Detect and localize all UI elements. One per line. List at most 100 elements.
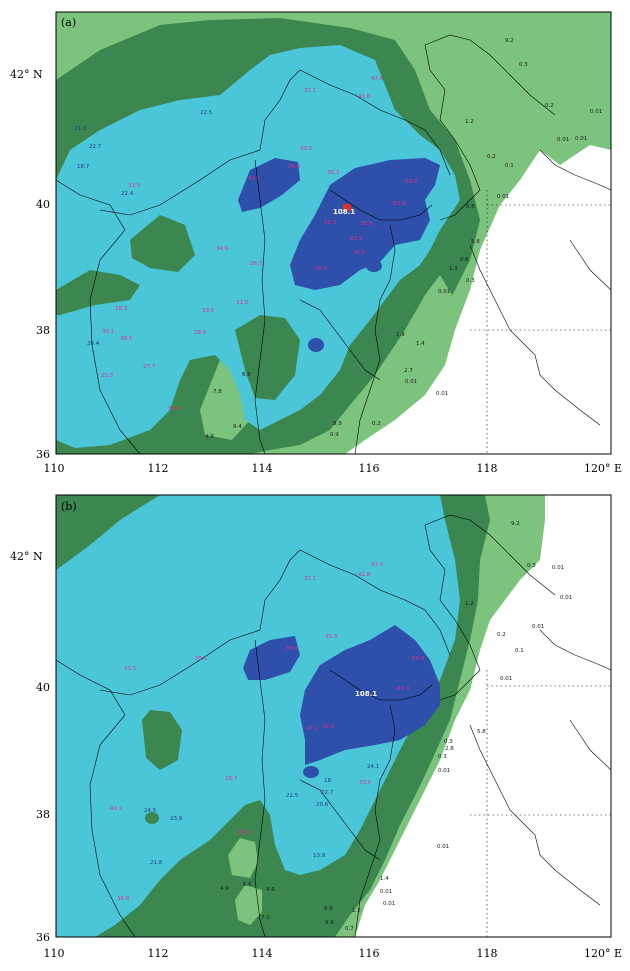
panel-b-station-value: 7.1: [261, 915, 270, 921]
panel-b-lat-36: 36: [36, 931, 50, 944]
panel-b-station-value: 0.01: [380, 889, 392, 895]
panel-b-station-value: 0.7: [345, 926, 354, 932]
panel-a-grid: [470, 190, 611, 454]
panel-a-station-value: 42.7: [248, 176, 261, 182]
panel-b-light-green-hole-south2: [235, 885, 262, 925]
panel-a-station-value: 37.1: [304, 88, 316, 94]
panel-a-station-value: 47.4: [371, 76, 384, 82]
panel-b-light-green-hole-south: [228, 838, 258, 878]
panel-a-station-value: 0.01: [436, 391, 448, 397]
panel-a-station-value: 0.01: [438, 289, 450, 295]
panel-a-station-value: 86.6: [288, 164, 301, 170]
panel-a-station-value: 30.1: [102, 329, 114, 335]
panel-a-station-value: 0.9: [330, 432, 339, 438]
panel-a-station-value: 80.9: [405, 179, 418, 185]
panel-a-station-value: 20.4: [87, 341, 100, 347]
panel-a-dark-green-band-west: [56, 270, 140, 315]
panel-b-station-value: 0.3: [527, 563, 536, 569]
panel-b-station-value: 83.9: [397, 686, 410, 692]
panel-b-station-value: 1.2: [465, 601, 474, 607]
panel-a-station-value: 1.2: [465, 119, 474, 125]
panel-b-station-value: 1.2: [352, 908, 361, 914]
panel-a-station-value: 31.5: [128, 183, 141, 189]
panel-a-station-value: 28.0: [194, 330, 207, 336]
panel-a-station-value: 34.0: [168, 406, 181, 412]
panel-b-boundaries: [56, 514, 611, 937]
panel-b-station-value: 33.5: [359, 780, 372, 786]
panel-a-station-value: 0.01: [575, 136, 587, 142]
panel-a-station-value: 9.2: [505, 38, 514, 44]
panel-b-lon-114: 114: [252, 947, 273, 960]
panel-a-lon-118: 118: [477, 462, 498, 475]
panel-b-station-value: 86.6: [286, 646, 299, 652]
panel-a-dark-green-hole-west: [130, 215, 195, 272]
panel-b-station-value: 22.7: [321, 790, 334, 796]
panel-b-station-value: 0.01: [560, 595, 572, 601]
panel-b-lon-110: 110: [44, 947, 65, 960]
panel-a-station-value: 0.01: [497, 194, 509, 200]
panel-b-station-value: 21.8: [150, 860, 163, 866]
panel-b-lon-120: 120° E: [584, 947, 622, 960]
panel-a-lat-40: 40: [36, 198, 50, 211]
panel-a-station-value: 25.3: [101, 373, 114, 379]
panel-a-max-marker: [343, 204, 351, 211]
panel-b-label: (b): [61, 500, 77, 513]
panel-b-station-value: 42.1: [322, 724, 334, 730]
panel-a-station-value: 18.7: [77, 164, 90, 170]
panel-a-station-value: 22.4: [121, 191, 134, 197]
panel-a-station-value: 83.9: [393, 201, 406, 207]
panel-b-lon-116: 116: [359, 947, 380, 960]
panel-b-station-value: 18: [324, 778, 331, 784]
panel-a-light-blue-region: [56, 45, 460, 448]
panel-b-grid: [470, 670, 611, 937]
panel-b-dark-blue-small: [303, 766, 319, 778]
panel-b-station-value: 40.2: [110, 806, 122, 812]
panel-a-dark-blue-small-2: [308, 338, 324, 352]
panel-a-station-value: 0.6: [460, 257, 469, 263]
panel-b-station-value: 35.3: [325, 634, 338, 640]
panel-b-station-value: 31.5: [124, 666, 137, 672]
panel-b-dark-green-hole-small: [145, 812, 159, 824]
panel-b-frame: [55, 494, 612, 938]
panel-a-station-value: 1.4: [416, 341, 425, 347]
panel-a-station-value: 9.9: [333, 421, 342, 427]
panel-b-lon-112: 112: [148, 947, 169, 960]
panel-b-station-value: 9.2: [511, 521, 520, 527]
panel-b-station-value: 0.2: [497, 632, 506, 638]
panel-b-station-value: 0.01: [552, 565, 564, 571]
panel-a-station-value: 0.3: [466, 278, 475, 284]
panel-a-light-green-patch-southeast: [330, 275, 455, 450]
panel-b-station-value: 5.8: [477, 729, 486, 735]
panel-b-map-area: [56, 495, 611, 937]
panel-a-station-value: 5.8: [471, 239, 480, 245]
panel-a-station-value: 0.1: [505, 163, 514, 169]
panel-a-map-area: [56, 12, 611, 454]
panel-a-label: (a): [61, 16, 76, 29]
panel-b-station-value: 0.3: [438, 754, 447, 760]
panel-b-station-value: 4.9: [220, 886, 229, 892]
panel-a-station-value: 4.9: [205, 434, 214, 440]
panel-a-station-value: 0.01: [590, 109, 602, 115]
panel-a-station-value: 22.5: [200, 110, 213, 116]
panel-b-lat-38: 38: [36, 808, 50, 821]
panel-a-station-values: 9.2 0.3 0.2 0.01 0.01 0.01 0.2 0.1 0.01 1.2 0.8 5.8…: [74, 38, 602, 440]
panel-b-station-value: 0.1: [515, 648, 524, 654]
panel-b-station-value: 41.8: [358, 572, 371, 578]
panel-b-station-value: 4.6: [266, 887, 275, 893]
panel-a-station-value: 2.7: [404, 368, 413, 374]
panel-b-station-value: 26.7: [225, 776, 238, 782]
panel-a-station-value: 22.7: [89, 144, 102, 150]
panel-b-station-value: 6.9: [324, 906, 333, 912]
panel-b-station-value: 22.5: [286, 793, 299, 799]
panel-a-station-value: 36.5: [120, 336, 133, 342]
panel-a-station-value: 35.1: [353, 250, 365, 256]
panel-a-lat-36: 36: [36, 448, 50, 461]
panel-a-station-value: 62.5: [350, 236, 363, 242]
panel-a-station-value: 0.2: [487, 154, 496, 160]
panel-a-station-value: 21.3: [74, 126, 87, 132]
panel-a-lat-38: 38: [36, 324, 50, 337]
panel-a-dark-green-hole-center: [235, 315, 300, 400]
panel-b-station-value: 35.1: [195, 656, 207, 662]
panel-a-dark-blue-small-1: [366, 260, 382, 272]
